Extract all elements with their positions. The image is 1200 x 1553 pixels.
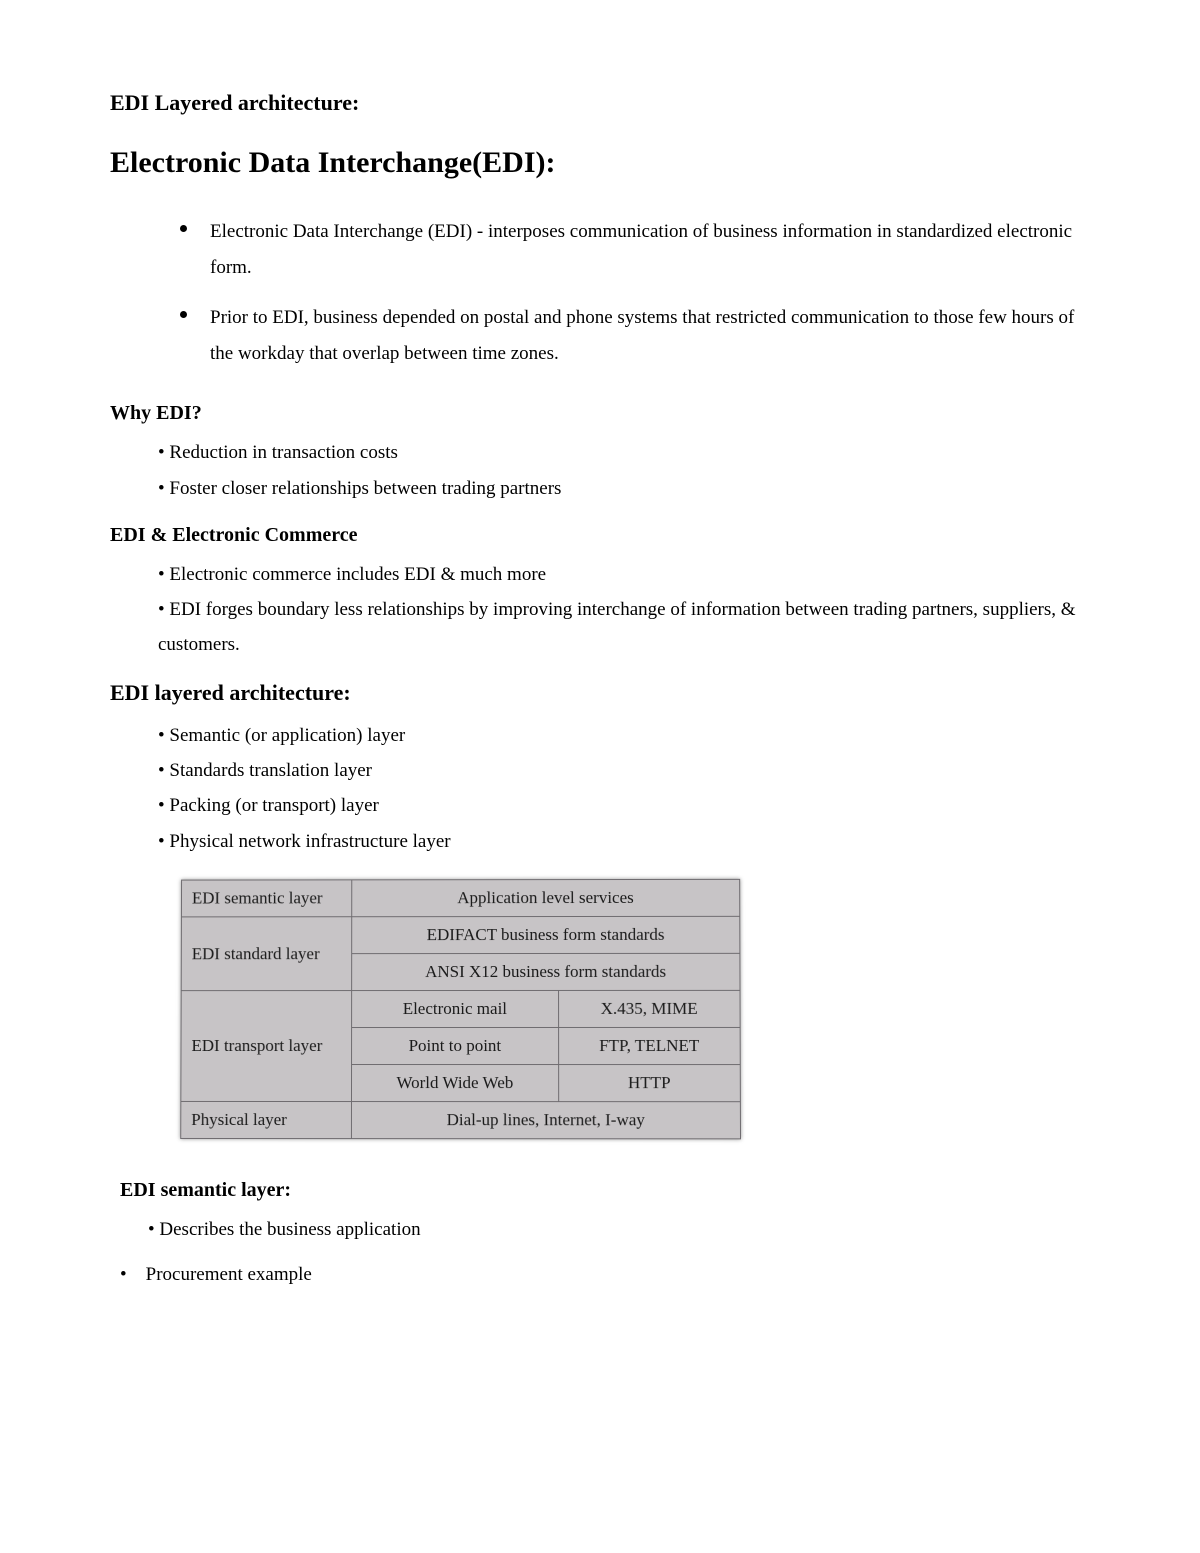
sem-outer-bullet: Procurement example	[110, 1257, 1090, 1292]
why-bullet: Reduction in transaction costs	[158, 435, 1090, 470]
row-header: EDI semantic layer	[181, 880, 351, 917]
ec-bullet-list: Electronic commerce includes EDI & much …	[110, 557, 1090, 662]
why-bullet-list: Reduction in transaction costs Foster cl…	[110, 435, 1090, 505]
sem-heading: EDI semantic layer:	[120, 1179, 1090, 1202]
why-heading: Why EDI?	[110, 402, 1090, 425]
intro-bullet: Electronic Data Interchange (EDI) - inte…	[180, 214, 1090, 286]
table-row: Physical layer Dial-up lines, Internet, …	[181, 1101, 741, 1138]
row-header: EDI transport layer	[181, 990, 352, 1101]
intro-bullet: Prior to EDI, business depended on posta…	[180, 300, 1090, 372]
arch-bullet: Physical network infrastructure layer	[158, 824, 1090, 859]
table-cell: FTP, TELNET	[558, 1027, 740, 1064]
arch-bullet: Semantic (or application) layer	[158, 718, 1090, 753]
intro-bullet-list: Electronic Data Interchange (EDI) - inte…	[110, 214, 1090, 372]
arch-bullet: Packing (or transport) layer	[158, 788, 1090, 823]
table-cell: Application level services	[352, 879, 740, 916]
table-cell: EDIFACT business form standards	[352, 916, 740, 953]
table-cell: Point to point	[352, 1027, 559, 1064]
table-cell: World Wide Web	[351, 1064, 558, 1101]
sem-bullet-list: Describes the business application	[110, 1212, 1090, 1247]
edi-layers-table-wrap: EDI semantic layer Application level ser…	[180, 879, 1090, 1139]
main-heading: Electronic Data Interchange(EDI):	[110, 146, 1090, 180]
table-cell: ANSI X12 business form standards	[352, 953, 740, 990]
table-row: EDI semantic layer Application level ser…	[181, 879, 739, 917]
table-row: EDI transport layer Electronic mail X.43…	[181, 990, 740, 1027]
top-heading: EDI Layered architecture:	[110, 90, 1090, 116]
table-row: EDI standard layer EDIFACT business form…	[181, 916, 740, 953]
ec-heading: EDI & Electronic Commerce	[110, 524, 1090, 547]
ec-bullet: EDI forges boundary less relationships b…	[158, 592, 1090, 662]
row-header: EDI standard layer	[181, 916, 352, 990]
table-cell: Electronic mail	[352, 990, 559, 1027]
arch-bullet-list: Semantic (or application) layer Standard…	[110, 718, 1090, 859]
arch-bullet: Standards translation layer	[158, 753, 1090, 788]
why-bullet: Foster closer relationships between trad…	[158, 471, 1090, 506]
table-cell: Dial-up lines, Internet, I-way	[351, 1101, 740, 1138]
document-page: EDI Layered architecture: Electronic Dat…	[0, 0, 1200, 1553]
arch-heading: EDI layered architecture:	[110, 680, 1090, 706]
edi-layers-table: EDI semantic layer Application level ser…	[180, 879, 741, 1140]
sem-bullet: Describes the business application	[148, 1212, 1090, 1247]
row-header: Physical layer	[181, 1101, 352, 1138]
table-cell: HTTP	[558, 1064, 740, 1101]
ec-bullet: Electronic commerce includes EDI & much …	[158, 557, 1090, 592]
table-cell: X.435, MIME	[558, 990, 740, 1027]
